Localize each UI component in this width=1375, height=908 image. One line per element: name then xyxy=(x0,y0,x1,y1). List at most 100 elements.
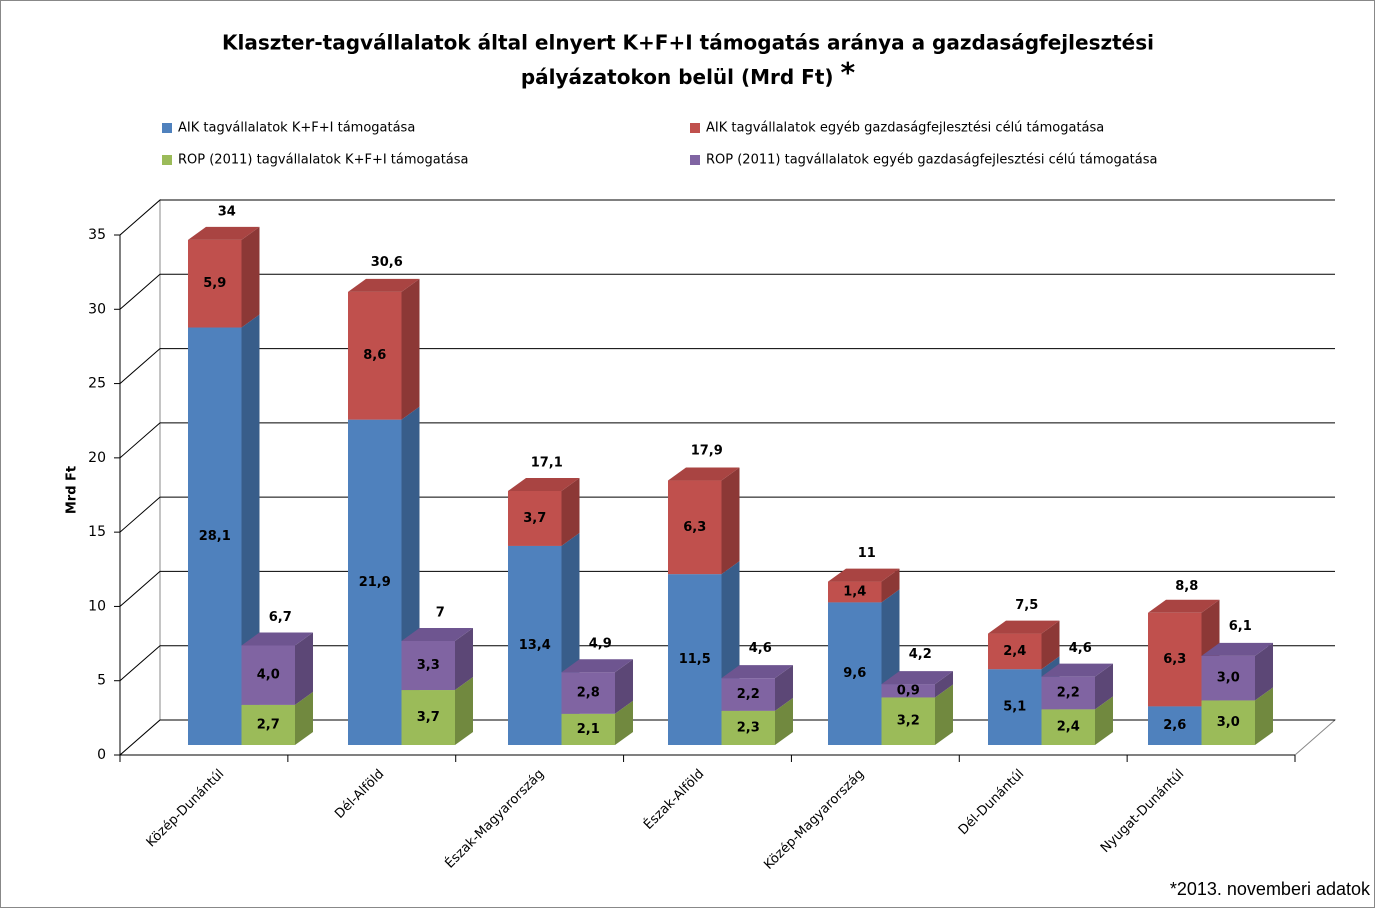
value-label: 2,4 xyxy=(1057,720,1080,735)
bar-segment xyxy=(188,327,242,745)
bar-segment xyxy=(348,419,402,745)
bar-side xyxy=(295,691,313,745)
bar-side xyxy=(1041,620,1060,670)
value-label: 28,1 xyxy=(199,529,231,544)
bar-segment xyxy=(1201,700,1255,745)
y-tick-label: 0 xyxy=(97,747,106,763)
legend-swatch xyxy=(162,123,172,133)
bar-top xyxy=(241,632,313,646)
legend-swatch xyxy=(690,123,700,133)
bar-segment xyxy=(668,574,722,745)
bar-side xyxy=(455,677,473,745)
legend-label: AIK tagvállalatok egyéb gazdaságfejleszt… xyxy=(706,121,1104,136)
bar-segment xyxy=(1148,706,1202,745)
grid-line xyxy=(119,422,1335,459)
bar-top xyxy=(348,278,420,292)
total-label: 4,9 xyxy=(589,637,612,652)
total-label: 8,8 xyxy=(1175,579,1198,594)
total-label: 17,9 xyxy=(691,444,723,459)
value-label: 5,1 xyxy=(1003,700,1026,715)
bar-side xyxy=(615,659,633,714)
grid-line xyxy=(119,570,1335,607)
total-label: 7,5 xyxy=(1015,598,1038,613)
chart-title: Klaszter-tagvállalatok által elnyert K+F… xyxy=(222,31,1154,55)
bar-segment xyxy=(401,641,455,691)
total-label: 4,6 xyxy=(749,641,772,656)
bar-segment xyxy=(988,669,1042,745)
bar-segment xyxy=(668,480,722,575)
value-label: 0,9 xyxy=(897,683,920,698)
bar-side xyxy=(561,477,580,546)
total-label: 34 xyxy=(218,204,236,219)
bar-top xyxy=(988,620,1060,634)
value-label: 3,0 xyxy=(1217,671,1240,686)
bar-side xyxy=(775,697,793,745)
total-label: 30,6 xyxy=(371,255,403,270)
bar-top xyxy=(828,568,900,582)
bar-segment xyxy=(508,545,562,745)
y-tick-label: 5 xyxy=(97,673,106,689)
bar-side xyxy=(455,628,473,691)
bar-side xyxy=(295,632,313,705)
value-label: 21,9 xyxy=(359,575,391,590)
bar-segment xyxy=(241,645,295,705)
value-label: 4,0 xyxy=(257,668,280,683)
value-label: 2,2 xyxy=(1057,686,1080,701)
bar-segment xyxy=(881,684,935,698)
bar-top xyxy=(1041,663,1113,677)
bar-segment xyxy=(561,672,615,714)
bar-segment xyxy=(1148,612,1202,707)
bar-segment xyxy=(988,633,1042,670)
value-label: 2,2 xyxy=(737,687,760,702)
bar-segment xyxy=(721,710,775,745)
bar-side xyxy=(881,568,900,603)
grid-line xyxy=(119,273,1335,310)
value-label: 3,3 xyxy=(417,658,440,673)
footnote: *2013. novemberi adatok xyxy=(1170,879,1371,899)
bar-top xyxy=(561,659,633,673)
value-label: 2,1 xyxy=(577,722,600,737)
bar-segment xyxy=(241,704,295,745)
value-label: 3,2 xyxy=(897,714,920,729)
total-label: 6,7 xyxy=(269,610,292,625)
bar-segment xyxy=(721,678,775,711)
y-tick-label: 35 xyxy=(88,227,106,243)
value-label: 2,4 xyxy=(1003,644,1026,659)
bar-top xyxy=(401,628,473,641)
value-label: 8,6 xyxy=(363,348,386,363)
value-label: 13,4 xyxy=(519,638,551,653)
y-tick-label: 30 xyxy=(88,301,106,317)
bar-side xyxy=(935,671,953,698)
bar-top xyxy=(721,665,793,679)
total-label: 4,6 xyxy=(1069,641,1092,656)
y-axis-label: Mrd Ft xyxy=(65,466,80,514)
value-label: 6,3 xyxy=(683,520,706,535)
total-label: 17,1 xyxy=(531,455,563,470)
y-tick-label: 25 xyxy=(88,376,106,392)
bar-segment xyxy=(828,602,882,745)
y-tick-label: 10 xyxy=(88,598,106,614)
total-label: 11 xyxy=(858,546,876,561)
value-label: 2,8 xyxy=(577,686,600,701)
bar-top xyxy=(1201,642,1273,656)
total-label: 7 xyxy=(436,606,445,621)
value-label: 3,7 xyxy=(523,511,546,526)
title-line: pályázatokon belül (Mrd Ft) xyxy=(521,65,834,89)
y-tick-label: 15 xyxy=(88,524,106,540)
bar-side xyxy=(1255,687,1273,745)
bar-top xyxy=(668,467,740,481)
chart-title: pályázatokon belül (Mrd Ft) * xyxy=(521,56,856,89)
value-label: 2,3 xyxy=(737,720,760,735)
bar-side xyxy=(241,226,260,328)
legend-label: ROP (2011) tagvállalatok K+F+I támogatás… xyxy=(178,153,469,168)
bar-segment xyxy=(881,697,935,745)
value-label: 2,6 xyxy=(1163,718,1186,733)
bar-top xyxy=(1148,599,1220,613)
bar-segment xyxy=(188,239,242,328)
grid-line xyxy=(119,348,1335,384)
bar-top xyxy=(508,477,580,491)
bar-top xyxy=(881,671,953,685)
bar-segment xyxy=(508,490,562,546)
bar-side xyxy=(1095,696,1113,745)
value-label: 1,4 xyxy=(843,584,866,599)
